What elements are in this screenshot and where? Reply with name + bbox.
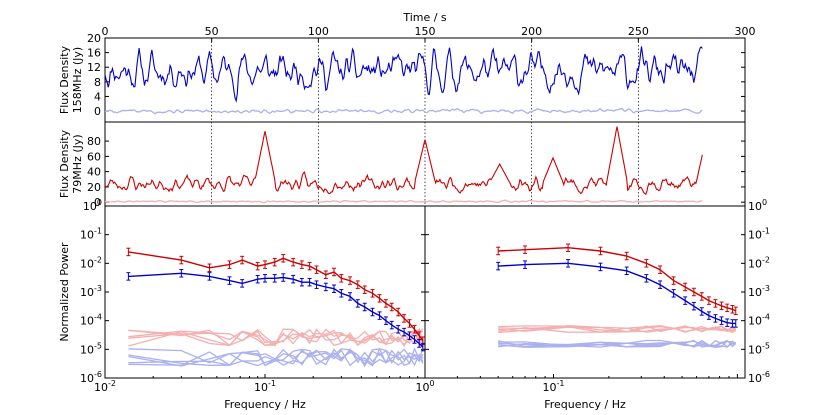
y-tick-label: 8	[94, 76, 101, 89]
x-tick-label: 300	[735, 25, 756, 38]
y-tick-label: 80	[87, 135, 101, 148]
noise-spectrum-line	[128, 327, 424, 347]
y-tick-label: 60	[87, 150, 101, 163]
noise-spectrum-line	[498, 325, 737, 333]
x-tick-label: 150	[415, 25, 436, 38]
y-tick-label: 10-6	[748, 370, 770, 385]
y-axis-label: Flux Density	[58, 45, 71, 114]
x-tick-label: 200	[521, 25, 542, 38]
y-tick-label: 10-4	[80, 313, 102, 328]
y-tick-label: 10-6	[80, 370, 102, 385]
y-tick-label: 10-4	[748, 313, 770, 328]
y-axis-label: Flux Density	[58, 129, 71, 198]
series-line	[104, 199, 703, 204]
noise-spectrum-line	[498, 339, 736, 348]
y-tick-label: 100	[83, 198, 102, 213]
x-tick-label: 250	[628, 25, 649, 38]
y-axis-label: 79MHz (Jy)	[71, 134, 84, 193]
x-tick-label: 50	[205, 25, 219, 38]
panel-bottom-right: 100 10-1 10-2 10-3 10-4 10-5 10-6 10-1 Frequency…	[424, 198, 770, 411]
y-tick-label: 10-1	[748, 227, 770, 242]
x-tick-label: 100	[415, 379, 434, 394]
y-tick-label: 4	[94, 90, 101, 103]
x-axis-label: Time / s	[402, 11, 447, 24]
y-tick-label: 10-1	[80, 227, 102, 242]
y-tick-label: 20	[87, 181, 101, 194]
series-line	[104, 107, 703, 115]
spectrum-line	[128, 272, 424, 348]
noise-spectrum-line	[498, 339, 737, 348]
y-tick-label: 40	[87, 166, 101, 179]
x-tick-label: 100	[308, 25, 329, 38]
y-tick-label: 10-5	[80, 341, 102, 356]
noise-spectrum-line	[128, 328, 424, 347]
y-axis-label: 158MHz (Jy)	[71, 47, 84, 113]
y-tick-label: 0	[94, 196, 101, 209]
noise-spectrum-line	[128, 347, 424, 366]
y-tick-label: 0	[94, 105, 101, 118]
series-line	[104, 46, 703, 103]
y-tick-label: 10-3	[80, 284, 102, 299]
x-tick-label: 10-1	[254, 379, 276, 394]
series-line	[104, 126, 703, 196]
x-tick-label: 10-1	[543, 379, 565, 394]
spectrum-line	[498, 246, 737, 312]
x-tick-label: 10-2	[94, 379, 116, 394]
y-tick-label: 10-3	[748, 284, 770, 299]
x-axis-label: Frequency / Hz	[544, 398, 626, 411]
noise-spectrum-line	[128, 348, 424, 368]
noise-spectrum-line	[128, 348, 424, 367]
y-axis-label: Normalized Power	[58, 242, 71, 342]
y-tick-label: 12	[87, 61, 101, 74]
plot-frame	[424, 205, 746, 379]
noise-spectrum-line	[128, 348, 424, 367]
panel-middle: 0 20 40 60 80 Flux Density 79MHz (Jy)	[58, 121, 746, 209]
spectrum-line	[498, 262, 736, 325]
y-tick-label: 20	[87, 32, 101, 45]
noise-spectrum-line	[498, 339, 737, 348]
y-tick-label: 16	[87, 47, 101, 60]
y-tick-label: 10-2	[80, 255, 102, 270]
noise-spectrum-line	[498, 324, 737, 334]
noise-spectrum-line	[498, 326, 737, 333]
y-tick-label: 10-2	[748, 255, 770, 270]
noise-spectrum-line	[128, 348, 424, 367]
x-tick-label: 0	[102, 25, 109, 38]
plot-frame	[104, 205, 426, 379]
y-tick-label: 100	[748, 198, 767, 213]
spectrum-line	[128, 251, 424, 342]
y-tick-label: 10-5	[748, 341, 770, 356]
x-axis-label: Frequency / Hz	[224, 398, 306, 411]
